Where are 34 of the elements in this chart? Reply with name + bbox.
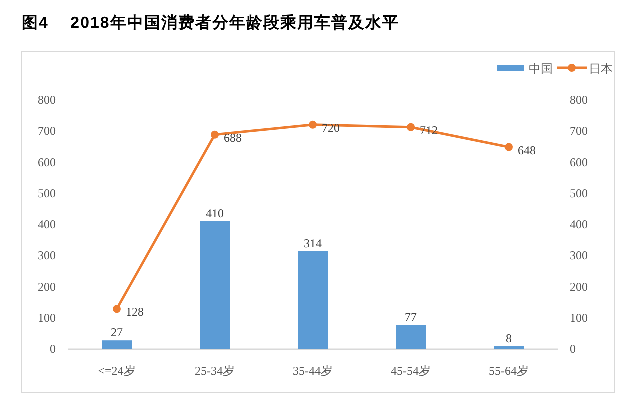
x-tick: 45-54岁: [391, 364, 431, 378]
x-tick: 35-44岁: [293, 364, 333, 378]
y-tick: 0: [50, 342, 56, 356]
legend-label: 中国: [529, 62, 553, 76]
x-tick: 25-34岁: [195, 364, 235, 378]
data-label: 410: [206, 206, 224, 220]
y-tick: 300: [38, 248, 56, 263]
y-tick: 600: [38, 155, 56, 170]
data-label: 8: [506, 332, 512, 346]
y2-tick: 300: [570, 248, 588, 263]
y2-tick: 100: [570, 310, 588, 325]
y2-tick: 400: [570, 218, 588, 232]
y-tick: 500: [38, 186, 56, 200]
y-tick: 400: [38, 218, 56, 232]
y2-tick: 200: [570, 280, 588, 294]
y2-tick: 700: [570, 124, 588, 138]
legend-label: 日本: [589, 62, 613, 76]
y2-tick: 0: [570, 342, 576, 356]
y2-tick: 500: [570, 186, 588, 200]
y-tick: 200: [38, 280, 56, 294]
y2-tick: 800: [570, 93, 588, 107]
data-label: 688: [224, 130, 242, 145]
x-tick: 55-64岁: [489, 364, 529, 378]
data-label: 27: [111, 326, 123, 340]
y2-tick: 600: [570, 155, 588, 170]
y-tick: 700: [38, 124, 56, 138]
data-label: 648: [518, 143, 536, 158]
data-label: 77: [405, 310, 417, 324]
data-label: 128: [126, 305, 144, 320]
data-label: 314: [304, 236, 322, 250]
title: 图4 2018年中国消费者分年龄段乘用车普及水平: [22, 15, 400, 32]
y-tick: 100: [38, 310, 56, 325]
x-tick: <=24岁: [98, 364, 136, 378]
y-tick: 800: [38, 93, 56, 107]
